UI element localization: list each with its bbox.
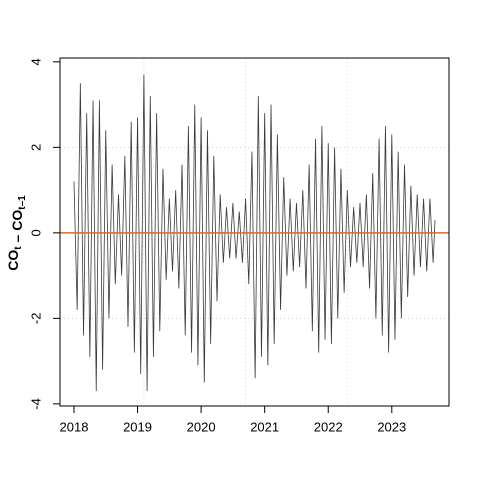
y-label-subscript: t: [13, 246, 24, 250]
y-tick-label: -4: [28, 398, 43, 410]
y-axis-label: COt – COt–1: [5, 195, 28, 271]
y-tick-label: 2: [28, 144, 43, 151]
x-tick-label: 2021: [250, 419, 279, 434]
x-tick-label: 2018: [60, 419, 89, 434]
x-tick-label: 2023: [377, 419, 406, 434]
y-tick-label: 0: [28, 229, 43, 236]
x-tick-label: 2020: [187, 419, 216, 434]
y-label-part: – CO: [9, 210, 25, 247]
x-tick-label: 2019: [123, 419, 152, 434]
y-label-subscript: t–1: [17, 195, 28, 210]
y-tick-label: -2: [28, 313, 43, 325]
y-tick-label: 4: [28, 58, 43, 65]
y-label-part: CO: [5, 250, 21, 271]
plot-frame: [59, 57, 450, 407]
x-tick-label: 2022: [314, 419, 343, 434]
data-line: [73, 74, 436, 392]
